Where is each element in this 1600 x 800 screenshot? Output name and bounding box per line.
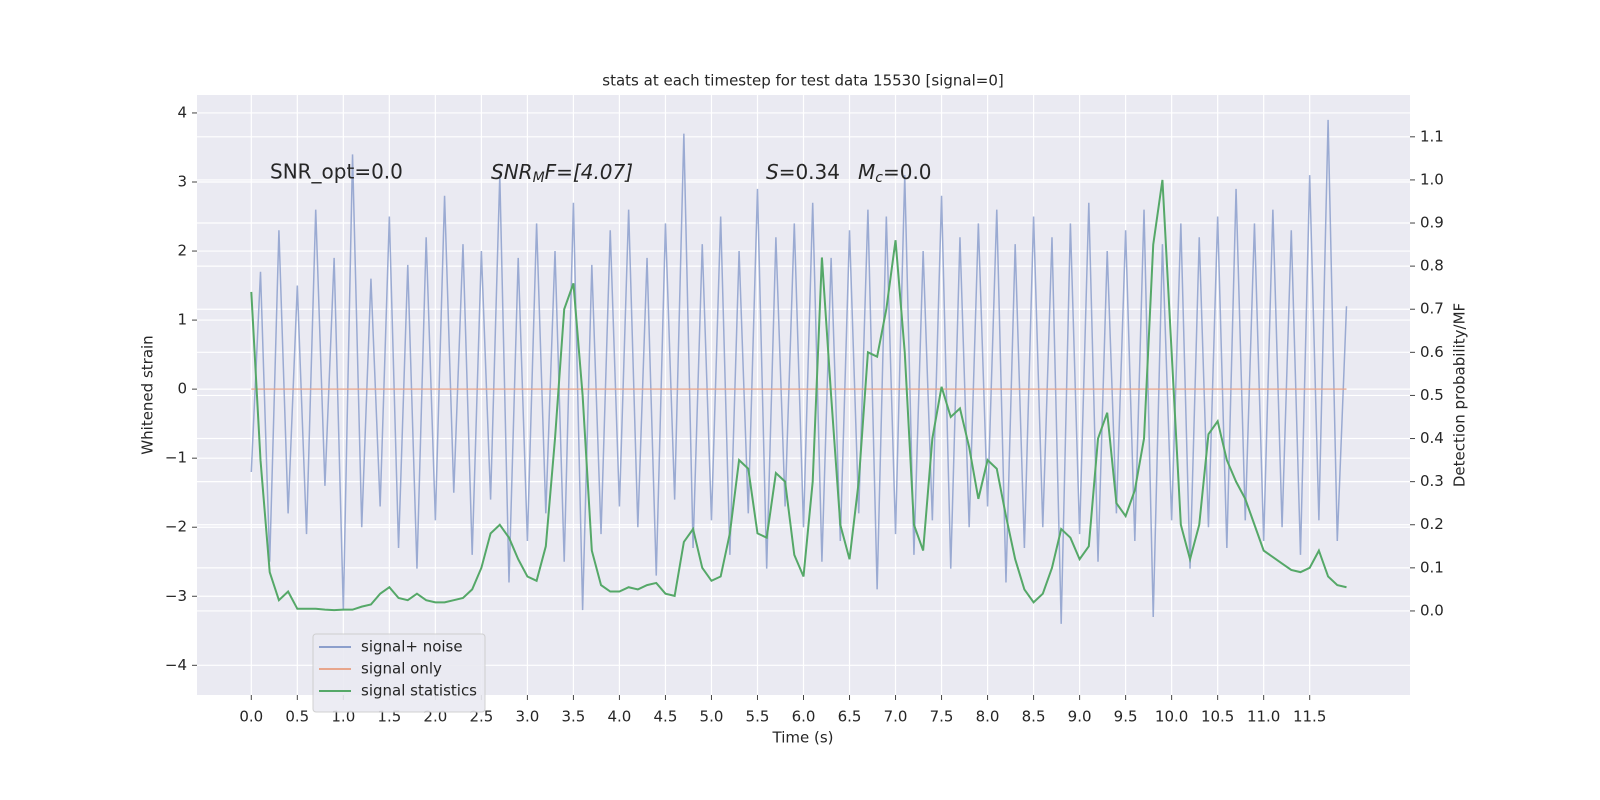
y-tick-label: 4 [177, 103, 187, 121]
x-tick-label: 4.5 [654, 708, 678, 726]
annotation: SNR_opt=0.0 [270, 160, 403, 184]
y2-tick-label: 1.1 [1420, 127, 1444, 145]
y-tick-label: 0 [177, 380, 187, 398]
x-tick-label: 9.5 [1114, 708, 1138, 726]
x-tick-label: 11.0 [1247, 708, 1280, 726]
x-tick-label: 10.5 [1201, 708, 1234, 726]
y-tick-label: 1 [177, 311, 187, 329]
y-tick-label: −3 [165, 587, 187, 605]
y2-tick-label: 0.2 [1420, 515, 1444, 533]
x-tick-label: 5.0 [700, 708, 724, 726]
y2-tick-label: 0.0 [1420, 601, 1444, 619]
y-tick-label: 2 [177, 242, 187, 260]
y2-tick-label: 0.4 [1420, 429, 1444, 447]
y2-tick-label: 0.7 [1420, 300, 1444, 318]
x-tick-label: 7.5 [930, 708, 954, 726]
x-tick-label: 9.0 [1068, 708, 1092, 726]
series-line [250, 179, 1347, 612]
y2-tick-label: 0.5 [1420, 386, 1444, 404]
annotation: S=0.34 [766, 160, 840, 184]
x-tick-label: 11.5 [1293, 708, 1326, 726]
y-tick-label: −1 [165, 449, 187, 467]
annotation-part: S [766, 160, 779, 184]
series-line [250, 119, 1348, 624]
x-tick-label: 6.0 [792, 708, 816, 726]
annotation: Mc=0.0 [858, 160, 932, 187]
x-tick-label: 0.0 [239, 708, 263, 726]
y-axis-label: Whitened strain [139, 335, 157, 454]
annotation-part: SNR [491, 160, 533, 184]
chart-title: stats at each timestep for test data 155… [602, 72, 1003, 90]
x-tick-label: 7.0 [884, 708, 908, 726]
x-tick-label: 6.5 [838, 708, 862, 726]
y2-tick-label: 0.1 [1420, 558, 1444, 576]
y2-tick-label: 0.9 [1420, 214, 1444, 232]
annotation-part: M [858, 160, 875, 184]
x-tick-label: 0.5 [285, 708, 309, 726]
y2-tick-label: 0.8 [1420, 257, 1444, 275]
annotation-part: c [875, 170, 883, 186]
x-tick-label: 3.0 [515, 708, 539, 726]
x-tick-label: 10.0 [1155, 708, 1188, 726]
x-tick-label: 3.5 [561, 708, 585, 726]
legend-label: signal+ noise [361, 638, 463, 656]
y-tick-label: 3 [177, 172, 187, 190]
legend-label: signal statistics [361, 682, 477, 700]
annotation-part: =0.34 [779, 160, 840, 184]
legend-box [312, 633, 486, 713]
y2-axis-label: Detection probability/MF [1451, 303, 1469, 487]
x-tick-label: 5.5 [746, 708, 770, 726]
y-tick-label: −4 [165, 656, 187, 674]
x-tick-label: 8.5 [1022, 708, 1046, 726]
legend-label: signal only [361, 660, 442, 678]
marks [250, 119, 1348, 624]
annotation-part: =0.0 [883, 160, 932, 184]
annotation-part: F=[4.07] [545, 160, 633, 184]
annotation: SNRMF=[4.07] [491, 160, 633, 187]
annotation-part: M [533, 170, 545, 186]
overlay: SNR_opt=0.0 SNRMF=[4.07] S=0.34 Mc=0.0signa… [270, 160, 932, 713]
y2-tick-label: 1.0 [1420, 170, 1444, 188]
x-tick-label: 8.0 [976, 708, 1000, 726]
y-tick-label: −2 [165, 518, 187, 536]
x-tick-label: 4.0 [608, 708, 632, 726]
y2-tick-label: 0.3 [1420, 472, 1444, 490]
x-axis-label: Time (s) [772, 729, 834, 747]
y2-tick-label: 0.6 [1420, 343, 1444, 361]
